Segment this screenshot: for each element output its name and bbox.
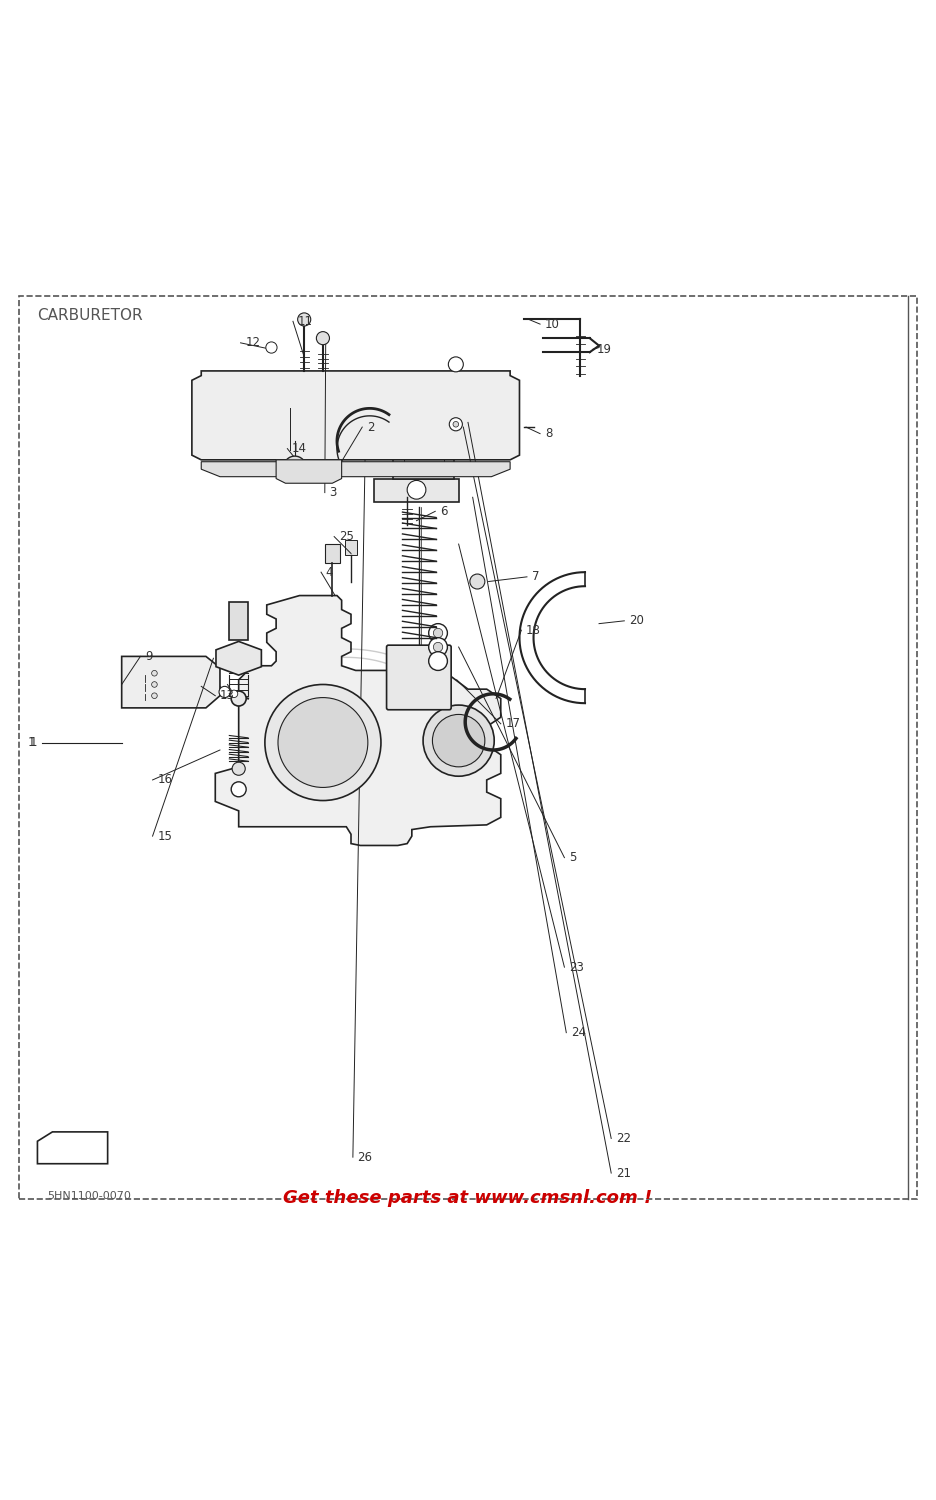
Bar <box>325 544 340 562</box>
Bar <box>234 408 346 450</box>
Circle shape <box>449 417 462 430</box>
Circle shape <box>316 332 329 345</box>
Bar <box>345 540 357 555</box>
Text: 1: 1 <box>30 736 37 748</box>
Text: FWD: FWD <box>48 1143 76 1154</box>
Text: 6: 6 <box>440 506 447 518</box>
Bar <box>404 441 444 474</box>
Bar <box>374 478 459 502</box>
Text: 5: 5 <box>569 850 577 864</box>
Circle shape <box>152 670 157 676</box>
Text: 20: 20 <box>629 615 644 627</box>
Polygon shape <box>215 596 501 846</box>
Text: 4: 4 <box>326 566 333 579</box>
Circle shape <box>433 628 443 638</box>
Text: 14: 14 <box>292 442 307 454</box>
Circle shape <box>278 698 368 788</box>
Polygon shape <box>122 657 220 708</box>
Text: 19: 19 <box>597 344 612 355</box>
Polygon shape <box>192 370 519 460</box>
Circle shape <box>429 651 447 670</box>
Text: 24: 24 <box>571 1026 586 1039</box>
Polygon shape <box>201 462 510 477</box>
Text: CARBURETOR: CARBURETOR <box>37 308 143 322</box>
Text: 12: 12 <box>245 336 260 350</box>
Text: 5HN1100-0070: 5HN1100-0070 <box>47 1191 131 1202</box>
Text: Get these parts at www.cmsnl.com !: Get these parts at www.cmsnl.com ! <box>284 1190 652 1208</box>
Text: 25: 25 <box>339 530 354 543</box>
Circle shape <box>298 314 311 326</box>
Text: 13: 13 <box>220 688 235 702</box>
Circle shape <box>453 422 459 428</box>
Text: 7: 7 <box>532 570 539 584</box>
Circle shape <box>232 762 245 776</box>
Circle shape <box>265 684 381 801</box>
Circle shape <box>433 642 443 651</box>
Text: 10: 10 <box>545 318 560 330</box>
Circle shape <box>470 574 485 590</box>
Circle shape <box>448 357 463 372</box>
Polygon shape <box>37 1132 108 1164</box>
Circle shape <box>152 693 157 699</box>
Text: 26: 26 <box>358 1150 373 1164</box>
Text: CMS: CMS <box>322 704 371 722</box>
Circle shape <box>219 687 230 698</box>
Circle shape <box>423 705 494 776</box>
Circle shape <box>432 714 485 766</box>
Circle shape <box>230 690 238 698</box>
Circle shape <box>231 782 246 796</box>
Bar <box>393 436 454 478</box>
Circle shape <box>152 681 157 687</box>
Text: 21: 21 <box>616 1167 631 1179</box>
Circle shape <box>429 624 447 642</box>
Text: www.cmsnl.com: www.cmsnl.com <box>328 722 384 728</box>
Text: 8: 8 <box>545 427 552 439</box>
Bar <box>229 602 248 639</box>
Text: 1: 1 <box>28 736 36 748</box>
Circle shape <box>429 638 447 657</box>
Circle shape <box>407 480 426 500</box>
Text: 23: 23 <box>569 960 584 974</box>
Text: 15: 15 <box>157 830 172 843</box>
Text: 11: 11 <box>298 315 313 328</box>
Text: 9: 9 <box>145 650 153 663</box>
Text: 2: 2 <box>367 420 374 434</box>
Polygon shape <box>276 460 342 483</box>
Text: 22: 22 <box>616 1132 631 1144</box>
FancyBboxPatch shape <box>387 645 451 710</box>
Circle shape <box>266 342 277 352</box>
Circle shape <box>231 692 246 706</box>
Circle shape <box>284 456 306 478</box>
Text: 16: 16 <box>157 774 172 786</box>
Text: 18: 18 <box>526 624 541 636</box>
Text: 17: 17 <box>505 717 520 730</box>
Text: 3: 3 <box>329 486 337 500</box>
Polygon shape <box>216 642 261 675</box>
